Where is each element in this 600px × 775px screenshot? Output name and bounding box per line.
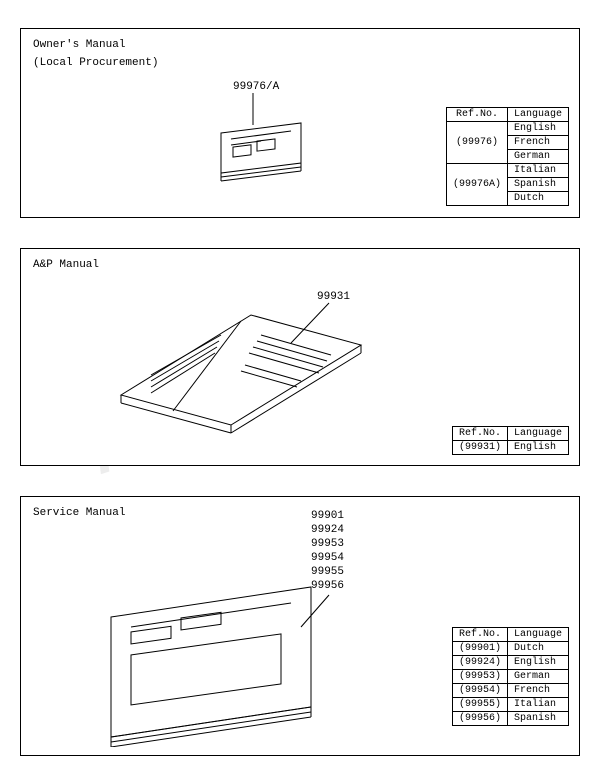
cell-ref: (99954): [452, 684, 507, 698]
cell-ref: (99976): [446, 122, 507, 164]
panel-owners-manual: Owner's Manual (Local Procurement) 99976…: [20, 28, 580, 218]
panel1-subtitle: (Local Procurement): [33, 57, 158, 69]
cell-ref: (99956): [452, 712, 507, 726]
cell-lang: German: [507, 150, 568, 164]
panel1-title: Owner's Manual: [33, 39, 125, 51]
header-refno: Ref.No.: [452, 628, 507, 642]
header-refno: Ref.No.: [446, 108, 507, 122]
cell-lang: Italian: [507, 164, 568, 178]
header-language: Language: [507, 108, 568, 122]
table-row: (99956)Spanish: [452, 712, 568, 726]
cell-ref: (99901): [452, 642, 507, 656]
header-language: Language: [507, 427, 568, 441]
panel-ap-manual: A&P Manual 99931: [20, 248, 580, 466]
table-row: (99924)English: [452, 656, 568, 670]
cell-ref: (99931): [452, 441, 507, 455]
cell-lang: Italian: [507, 698, 568, 712]
owners-manual-illustration: [201, 93, 341, 193]
table-row: (99976A) Italian: [446, 164, 568, 178]
panel3-title: Service Manual: [33, 507, 125, 519]
panel2-title: A&P Manual: [33, 259, 99, 271]
table-header-row: Ref.No. Language: [452, 628, 568, 642]
cell-lang: French: [507, 136, 568, 150]
cell-lang: Spanish: [507, 712, 568, 726]
callout-item: 99901: [311, 509, 344, 523]
cell-ref: (99924): [452, 656, 507, 670]
panel-service-manual: Service Manual 99901 99924 99953 99954 9…: [20, 496, 580, 756]
service-manual-illustration: [81, 547, 381, 747]
cell-lang: German: [507, 670, 568, 684]
cell-ref: (99953): [452, 670, 507, 684]
cell-lang: English: [507, 122, 568, 136]
cell-lang: French: [507, 684, 568, 698]
header-language: Language: [507, 628, 568, 642]
cell-lang: Dutch: [507, 642, 568, 656]
table-row: (99955)Italian: [452, 698, 568, 712]
page: Parts Republik Owner's Manual (Local Pro…: [0, 0, 600, 775]
table-row: (99901)Dutch: [452, 642, 568, 656]
callout-item: 99924: [311, 523, 344, 537]
panel1-ref-table: Ref.No. Language (99976) English French …: [446, 107, 569, 206]
cell-lang: Spanish: [507, 178, 568, 192]
cell-lang: English: [507, 656, 568, 670]
cell-ref: (99976A): [446, 164, 507, 206]
table-row: (99954)French: [452, 684, 568, 698]
table-row: (99953)German: [452, 670, 568, 684]
table-row: (99931) English: [452, 441, 568, 455]
cell-lang: English: [507, 441, 568, 455]
header-refno: Ref.No.: [452, 427, 507, 441]
table-header-row: Ref.No. Language: [452, 427, 568, 441]
table-header-row: Ref.No. Language: [446, 108, 568, 122]
cell-lang: Dutch: [507, 192, 568, 206]
table-row: (99976) English: [446, 122, 568, 136]
panel1-callout-label: 99976/A: [233, 81, 279, 93]
cell-ref: (99955): [452, 698, 507, 712]
ap-manual-illustration: [101, 285, 381, 445]
panel2-ref-table: Ref.No. Language (99931) English: [452, 426, 569, 455]
panel3-ref-table: Ref.No. Language (99901)Dutch (99924)Eng…: [452, 627, 569, 726]
